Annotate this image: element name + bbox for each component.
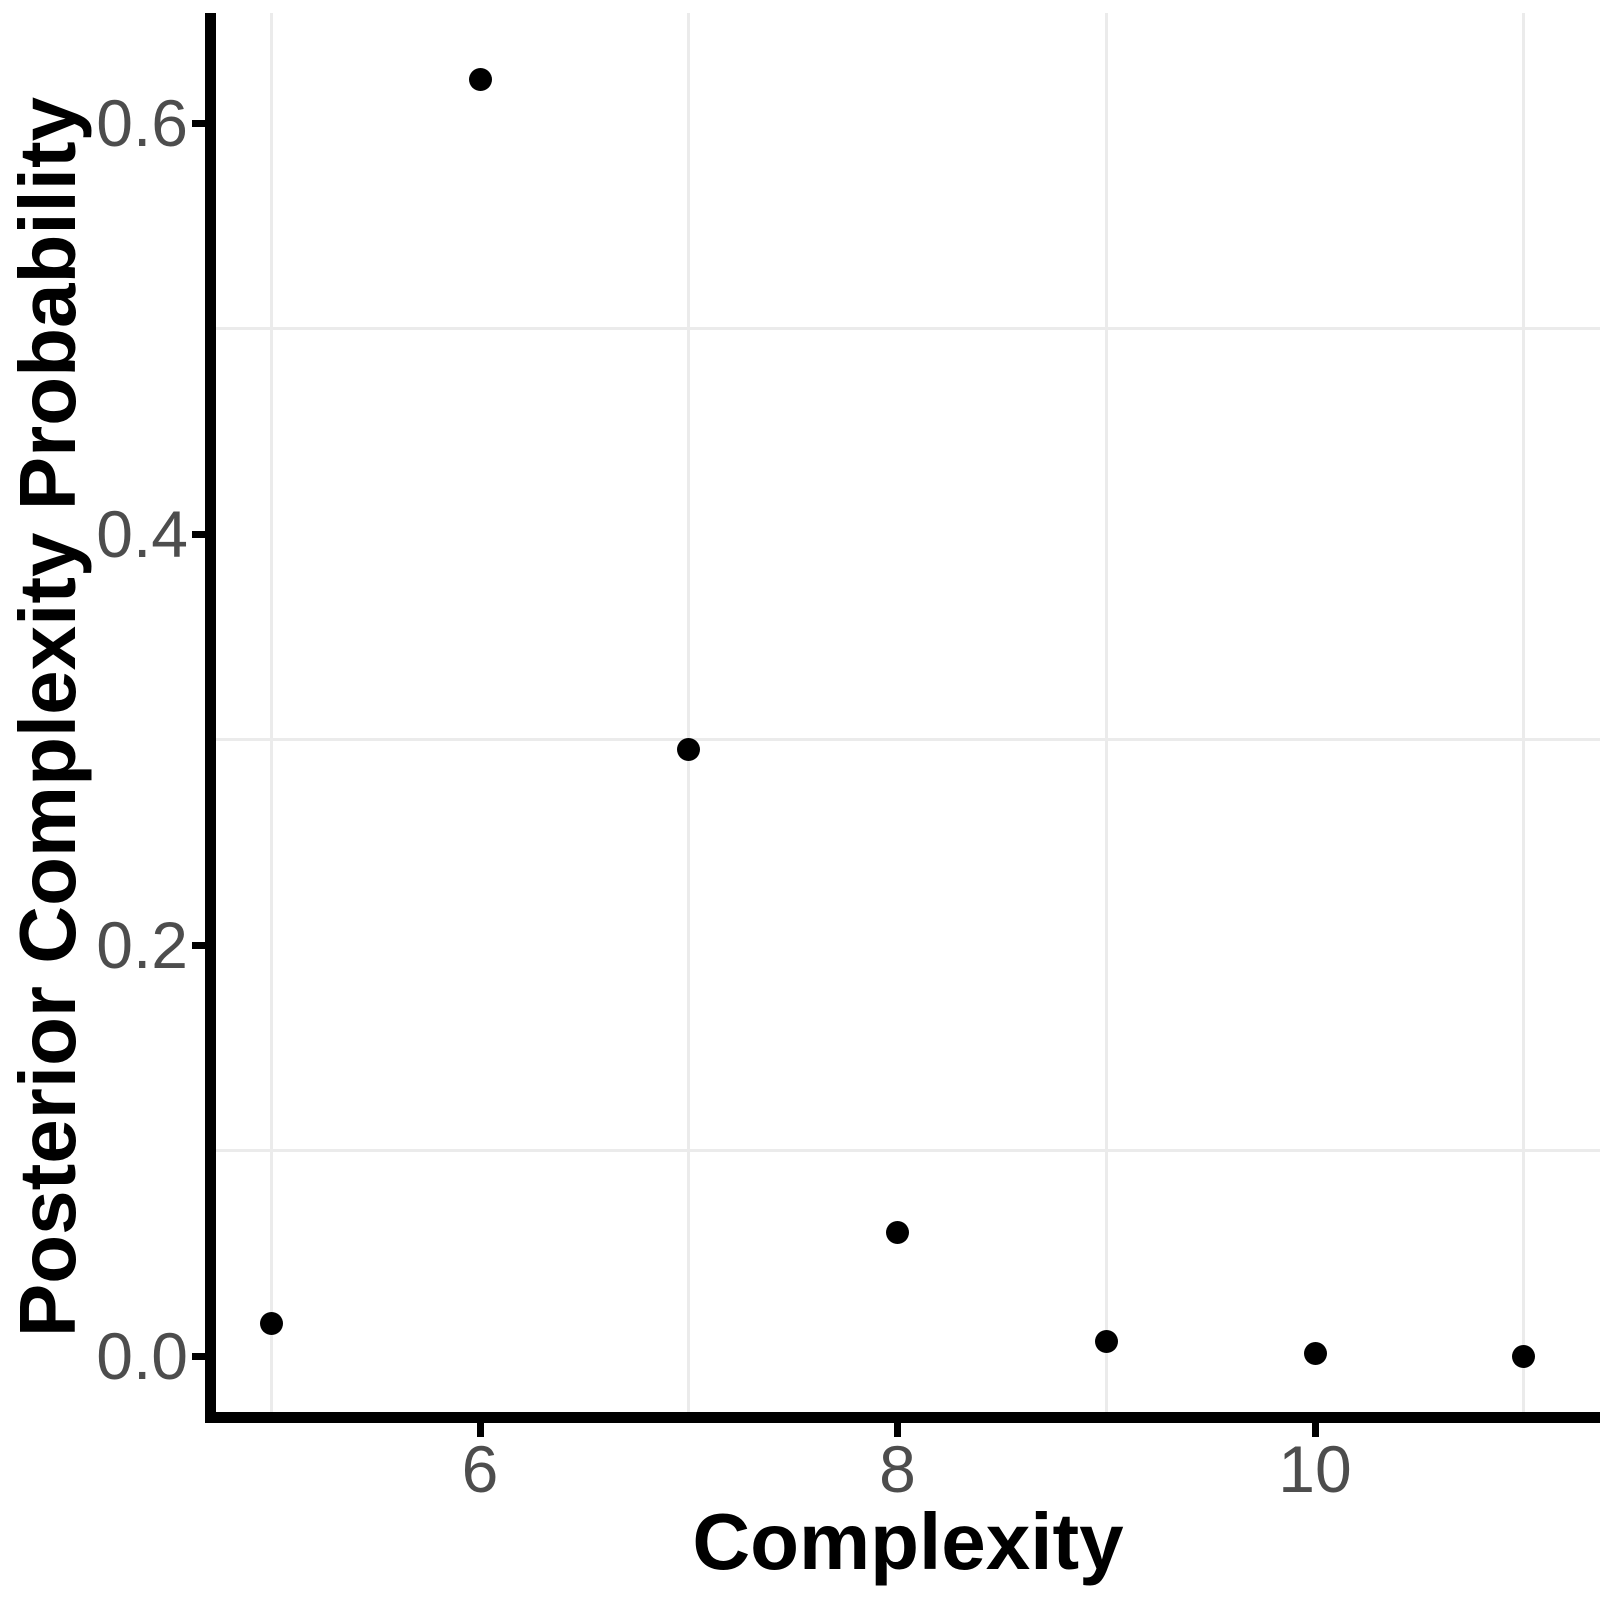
y-axis-tick-label: 0.0 [96,1319,188,1393]
data-point [1094,1330,1118,1354]
data-point [468,68,492,92]
data-point [259,1311,283,1335]
minor-gridline-horizontal [216,327,1600,330]
minor-gridline-vertical [1104,13,1108,1412]
minor-gridline-horizontal [216,1149,1600,1152]
data-point [677,738,701,762]
plot-panel [216,13,1600,1412]
minor-gridline-horizontal [216,738,1600,741]
y-axis-tick [192,941,206,949]
data-point [1512,1344,1536,1368]
minor-gridline-vertical [1522,13,1526,1412]
x-axis-tick [1311,1423,1319,1437]
x-axis-tick [476,1423,484,1437]
data-point [886,1221,909,1245]
y-axis-title: Posterior Complexity Probability [3,96,92,1338]
x-axis-tick-label: 10 [1278,1432,1352,1506]
x-axis-title: Complexity [692,1497,1124,1586]
minor-gridline-vertical [269,13,273,1412]
y-axis-tick [192,119,206,127]
y-axis-tick-label: 0.4 [96,497,188,571]
x-axis-line [205,1412,1600,1423]
minor-gridline-vertical [687,13,691,1412]
data-point [1303,1342,1327,1366]
y-axis-tick [192,530,206,538]
y-axis-tick [192,1352,206,1360]
x-axis-tick [894,1423,901,1437]
y-axis-line [205,13,216,1423]
x-axis-tick-label: 8 [879,1432,916,1506]
y-axis-tick-label: 0.2 [96,908,188,982]
x-axis-tick-label: 6 [461,1432,499,1506]
y-axis-tick-label: 0.6 [96,86,188,160]
